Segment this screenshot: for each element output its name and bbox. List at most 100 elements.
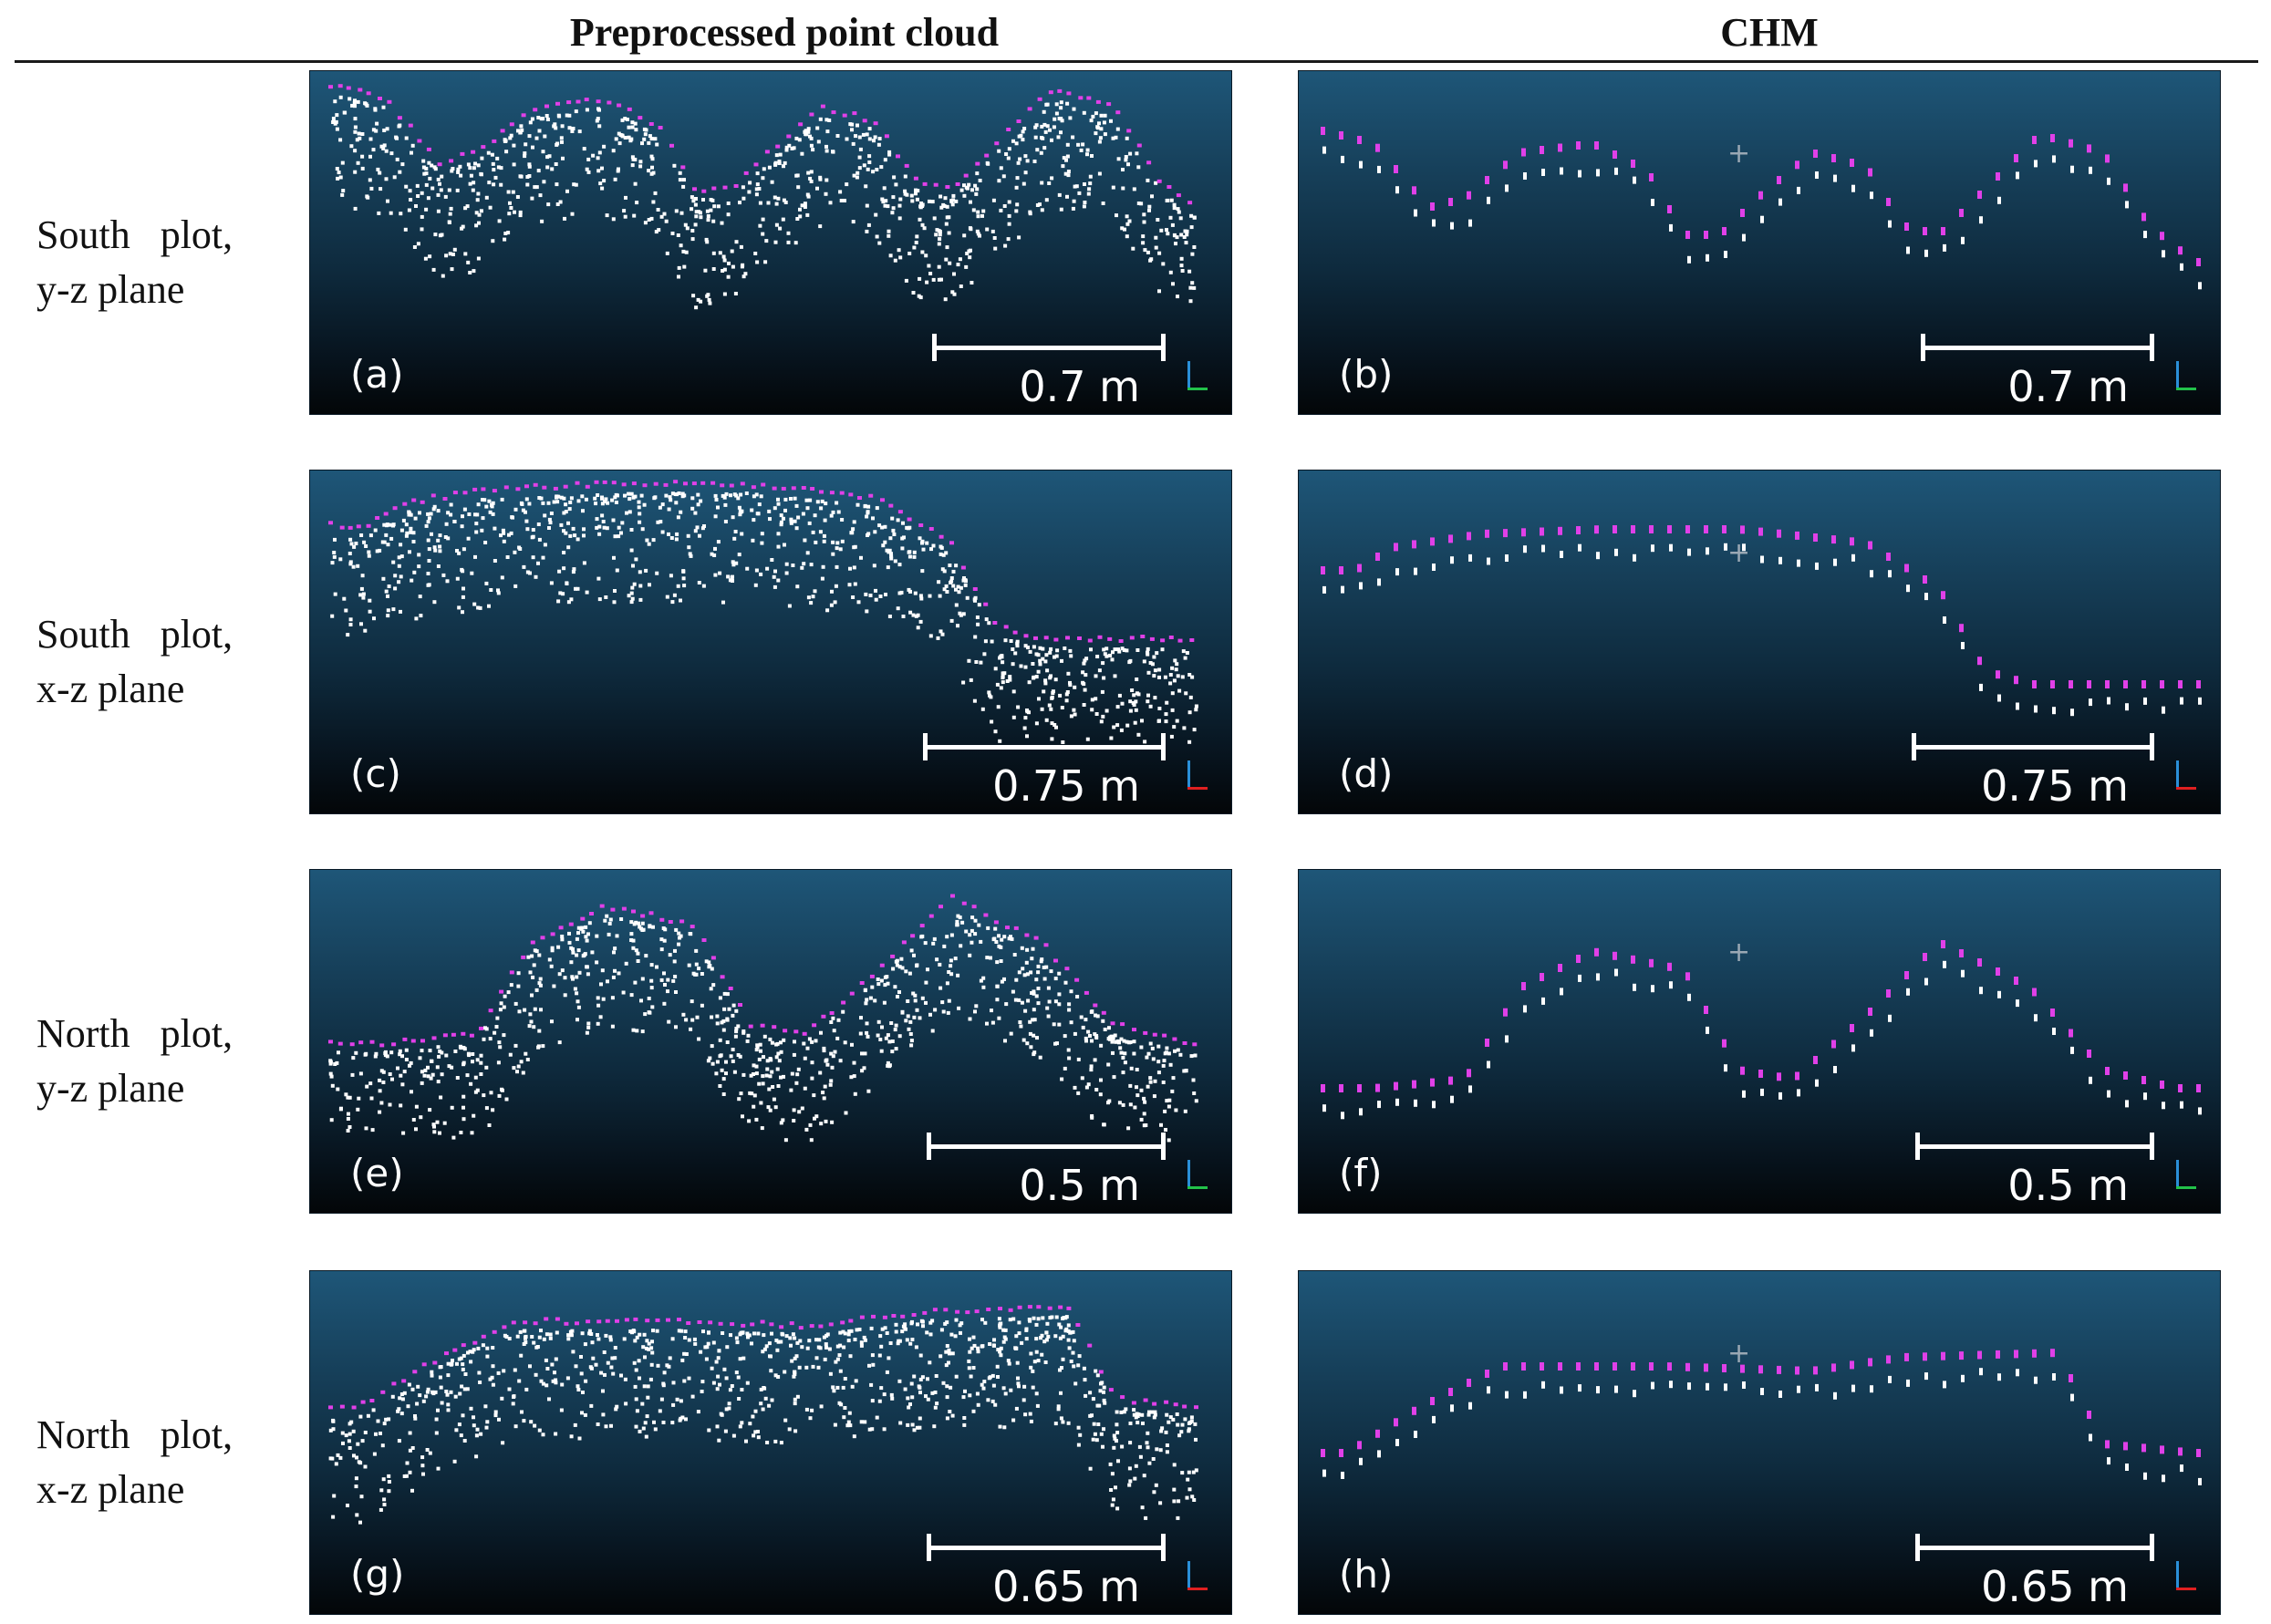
cloud-point <box>1024 1328 1029 1332</box>
cloud-point <box>508 136 513 140</box>
canopy-top-point <box>1077 636 1082 640</box>
cloud-point <box>1028 212 1032 216</box>
cloud-point <box>877 523 882 528</box>
cloud-point <box>706 214 710 218</box>
canopy-top-point <box>481 145 486 150</box>
cloud-point <box>699 499 703 503</box>
cloud-point <box>812 1093 816 1098</box>
cloud-point <box>629 528 634 532</box>
canopy-top-point <box>701 938 707 942</box>
canopy-top-point <box>451 1032 456 1037</box>
cloud-point <box>590 1340 595 1345</box>
cloud-point <box>758 223 762 228</box>
cloud-point <box>1016 1381 1021 1386</box>
cloud-point <box>884 199 888 203</box>
cloud-point <box>718 571 722 575</box>
cloud-point <box>947 1360 950 1365</box>
cloud-point <box>704 959 709 964</box>
cloud-point <box>410 1446 415 1450</box>
cloud-point <box>561 156 565 160</box>
cloud-point <box>912 554 917 559</box>
cloud-point <box>396 1066 399 1071</box>
canopy-top-point <box>862 119 867 123</box>
cloud-point <box>1191 1078 1196 1082</box>
cloud-point <box>636 959 640 963</box>
canopy-top-point <box>568 922 574 926</box>
cloud-point <box>413 1414 417 1418</box>
cloud-point <box>970 188 974 192</box>
cloud-point <box>670 600 675 605</box>
cloud-point <box>973 598 977 603</box>
cloud-point <box>537 129 542 133</box>
chm-top-point <box>2014 977 2018 985</box>
canopy-top-point <box>750 1322 755 1327</box>
cloud-point <box>486 150 491 155</box>
cloud-point <box>331 120 336 124</box>
cloud-point <box>892 533 897 536</box>
cloud-point <box>913 998 918 1003</box>
canopy-top-point <box>391 1381 397 1386</box>
cloud-point <box>347 97 352 101</box>
cloud-point <box>440 174 444 179</box>
cloud-point <box>1113 647 1117 652</box>
cloud-point <box>674 537 679 542</box>
cloud-point <box>344 608 348 613</box>
cloud-point <box>804 1407 809 1412</box>
cloud-point <box>1097 668 1102 673</box>
cloud-point <box>1073 1031 1077 1036</box>
cloud-point <box>455 188 460 192</box>
cloud-point <box>835 1357 840 1361</box>
cloud-point <box>999 1346 1003 1350</box>
cloud-point <box>653 137 658 141</box>
cloud-point <box>999 1353 1003 1358</box>
chm-point <box>1888 1014 1892 1022</box>
cloud-point <box>1001 676 1005 680</box>
chm-point <box>1815 171 1819 179</box>
chm-point <box>1924 1372 1928 1381</box>
cloud-point <box>972 698 977 703</box>
cloud-point <box>388 1072 392 1076</box>
cloud-point <box>814 1338 818 1342</box>
cloud-point <box>937 277 941 282</box>
cloud-point <box>715 1021 720 1026</box>
cloud-point <box>732 1070 737 1074</box>
cloud-point <box>766 1105 771 1110</box>
cloud-point <box>550 946 555 950</box>
cloud-point <box>398 1396 402 1401</box>
chm-top-point <box>1613 1362 1617 1371</box>
cloud-point <box>1061 1420 1065 1424</box>
cloud-point <box>1048 1316 1053 1320</box>
cloud-point <box>836 1018 841 1022</box>
cloud-point <box>885 1370 889 1374</box>
cloud-point <box>741 1030 746 1035</box>
canopy-top-point <box>1152 1402 1157 1406</box>
cloud-point <box>363 101 368 106</box>
cloud-point <box>1176 1515 1180 1520</box>
cloud-point <box>690 207 694 212</box>
cloud-point <box>1125 1040 1129 1044</box>
cloud-point <box>550 948 555 953</box>
cloud-point <box>629 920 634 925</box>
cloud-point <box>440 1050 444 1055</box>
cloud-point <box>1011 1317 1016 1321</box>
cloud-point <box>353 98 357 103</box>
cloud-point <box>1021 1038 1026 1042</box>
cloud-point <box>330 614 335 618</box>
cloud-point <box>534 1345 539 1350</box>
canopy-top-point <box>1075 1323 1081 1327</box>
chm-point <box>1596 973 1600 981</box>
cloud-point <box>1028 1019 1032 1024</box>
cloud-point <box>432 1124 436 1129</box>
cloud-point <box>639 926 643 931</box>
cloud-point <box>949 933 954 937</box>
cloud-point <box>1152 1415 1156 1420</box>
cloud-point <box>793 1397 797 1402</box>
chm-point <box>1870 1029 1873 1037</box>
chm-top-point <box>2160 680 2164 688</box>
cloud-point <box>1088 1034 1092 1038</box>
cloud-point <box>779 1441 783 1445</box>
cloud-point <box>525 175 530 179</box>
cloud-point <box>447 1064 451 1069</box>
cloud-point <box>820 499 824 503</box>
cloud-point <box>679 211 684 215</box>
